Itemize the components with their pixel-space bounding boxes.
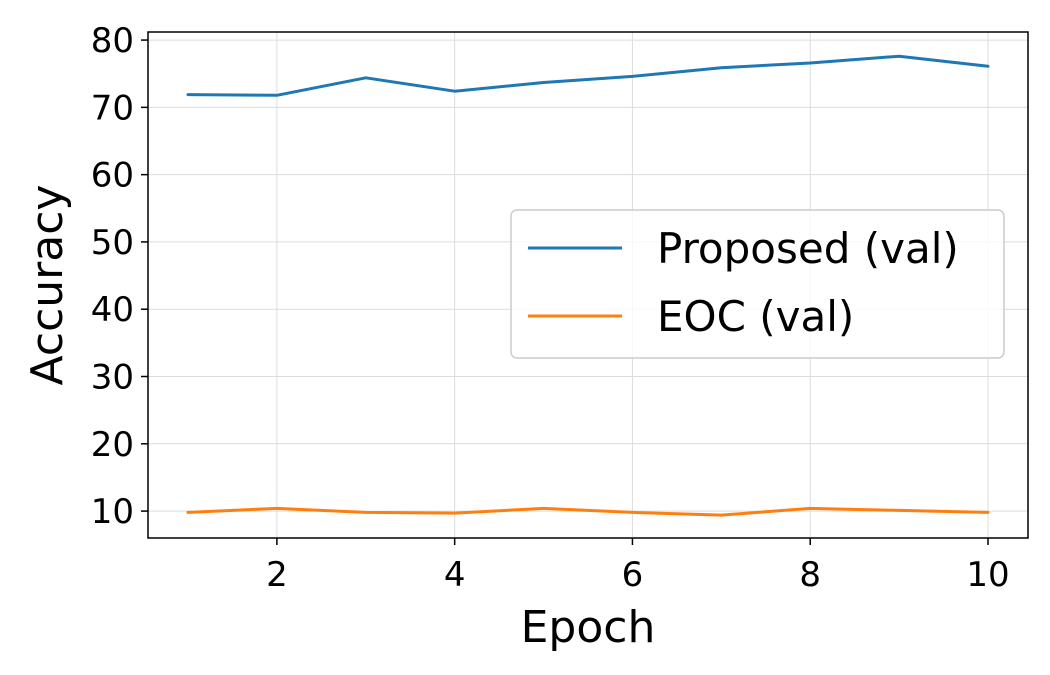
y-tick-label: 70 [91,88,134,128]
legend: Proposed (val) EOC (val) [510,209,1005,359]
y-tick-label: 40 [91,290,134,330]
x-tick-label: 2 [266,555,288,595]
y-tick-label: 60 [91,156,134,196]
y-axis-title: Accuracy [22,185,73,386]
axis-ticks: 2 4 6 8 10 10 20 30 40 50 60 70 80 [91,21,1010,595]
series-line-proposed [186,54,990,97]
y-tick-label: 10 [91,492,134,532]
y-tick-label: 80 [91,21,134,61]
y-tick-label: 50 [91,223,134,263]
y-tick-label: 20 [91,425,134,465]
x-tick-label: 6 [622,555,644,595]
legend-label-proposed: Proposed (val) [657,224,959,273]
legend-box [510,209,1005,359]
x-tick-label: 4 [444,555,466,595]
series-line-eoc [186,506,990,517]
plot-frame [147,31,1029,539]
y-tick-label: 30 [91,358,134,398]
legend-label-eoc: EOC (val) [657,292,854,341]
x-axis-title: Epoch [521,602,656,653]
x-tick-label: 8 [799,555,821,595]
x-tick-label: 10 [966,555,1009,595]
series-lines [186,54,990,517]
